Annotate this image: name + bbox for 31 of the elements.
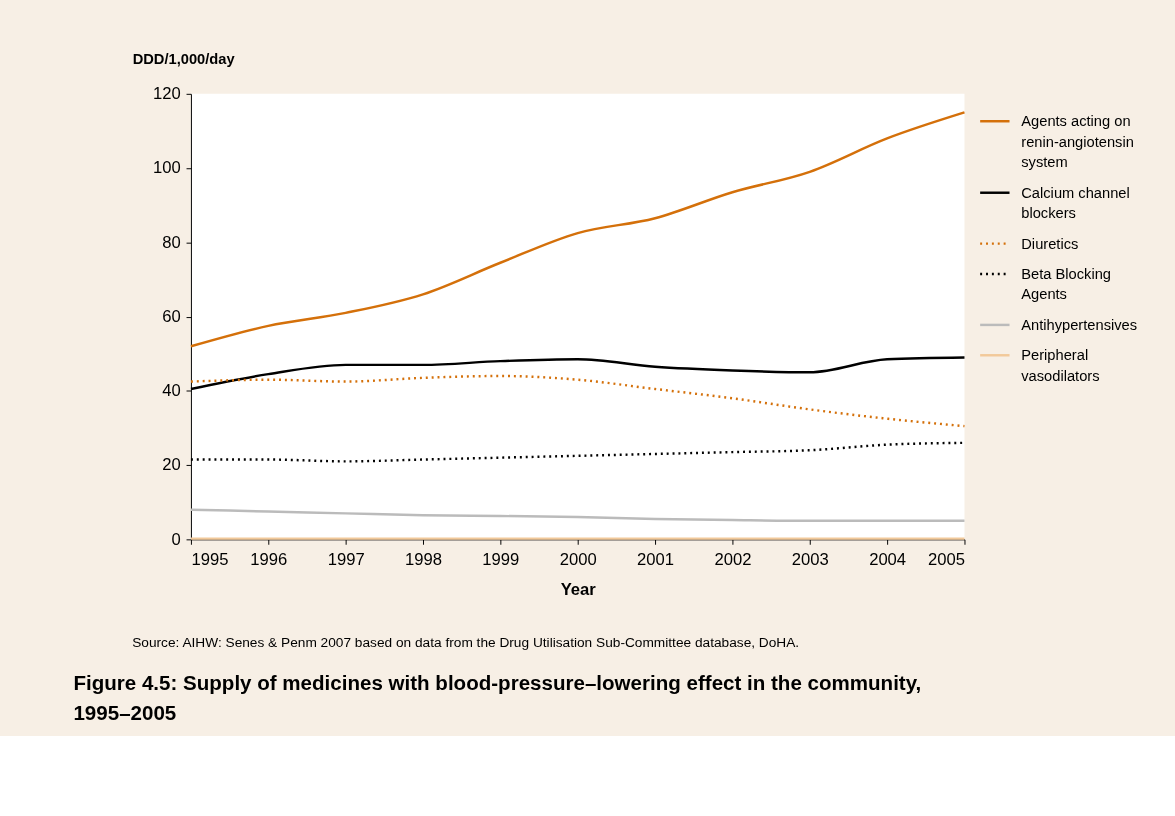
x-tick-label: 2000 bbox=[559, 550, 597, 570]
x-tick-label: 1996 bbox=[250, 550, 288, 570]
x-tick-label: 2001 bbox=[637, 550, 675, 570]
x-axis-title: Year bbox=[560, 579, 597, 599]
y-tick-label: 120 bbox=[152, 84, 181, 104]
legend-label: Peripheral vasodilators bbox=[1021, 347, 1100, 384]
x-tick-label: 1998 bbox=[405, 550, 442, 570]
legend-label: Beta Blocking Agents bbox=[1021, 265, 1111, 303]
legend-label: Antihypertensives bbox=[1021, 316, 1138, 333]
legend-label: Agents acting on renin-angiotensin system bbox=[1021, 113, 1134, 171]
line-series bbox=[189, 374, 966, 428]
y-tick-label: 80 bbox=[162, 232, 181, 252]
text: Figure 4.5: Supply of medicines with blood-pressure–lowering effect in the community, 1995–2005 bbox=[73, 671, 922, 724]
y-tick-label: 20 bbox=[162, 455, 181, 475]
legend-label: Calcium channel blockers bbox=[1021, 184, 1130, 222]
x-tick-label: 2005 bbox=[927, 550, 965, 570]
y-axis-title: DDD/1,000/day bbox=[132, 50, 236, 67]
y-tick-label: 0 bbox=[171, 529, 181, 549]
legend-label: Diuretics bbox=[1021, 235, 1079, 252]
x-tick-label: 2003 bbox=[791, 550, 829, 570]
y-tick-label: 40 bbox=[162, 381, 181, 401]
line-series bbox=[189, 111, 966, 348]
x-tick-label: 2004 bbox=[869, 550, 907, 570]
source-note: Source: AIHW: Senes & Penm 2007 based on data from the Drug Utilisation Sub-Committee database, DoHA. bbox=[132, 635, 800, 651]
y-tick-label: 100 bbox=[152, 158, 181, 178]
x-tick-label: 1997 bbox=[327, 550, 365, 570]
x-tick-label: 2002 bbox=[714, 550, 752, 570]
x-tick-label: 1999 bbox=[482, 550, 520, 570]
x-tick-label: 1995 bbox=[191, 550, 229, 570]
line-series bbox=[189, 508, 966, 523]
y-tick-label: 60 bbox=[162, 306, 181, 326]
